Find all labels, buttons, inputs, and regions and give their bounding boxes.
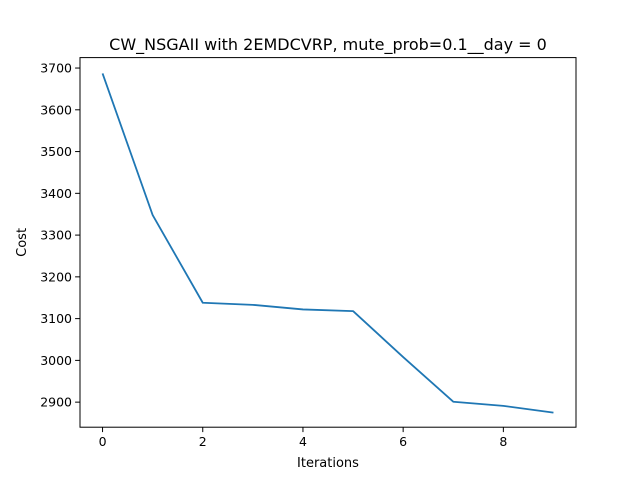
x-tick-label: 4	[299, 434, 307, 449]
y-tick-label: 3400	[40, 186, 72, 201]
y-tick-label: 3500	[40, 144, 72, 159]
axes-frame	[79, 57, 577, 428]
y-tick-label: 3700	[40, 61, 72, 76]
x-tick-label: 6	[399, 434, 407, 449]
y-tick-label: 3200	[40, 269, 72, 284]
x-tick-label: 8	[499, 434, 507, 449]
x-axis: 0 2 4 6 8	[99, 427, 507, 449]
y-tick-label: 3600	[40, 102, 72, 117]
y-tick-label: 3100	[40, 311, 72, 326]
y-tick-label: 3000	[40, 353, 72, 368]
x-tick-label: 2	[199, 434, 207, 449]
y-axis-label: Cost	[15, 228, 30, 257]
chart-title: CW_NSGAII with 2EMDCVRP, mute_prob=0.1__…	[109, 35, 547, 55]
plot-area	[79, 57, 577, 428]
series-line-1	[101, 73, 554, 414]
y-axis: 2900 3000 3100 3200 3300 3400 3500 3600 3700	[40, 61, 80, 410]
y-tick-label: 2900	[40, 395, 72, 410]
x-axis-label: Iterations	[297, 456, 359, 471]
y-tick-label: 3300	[40, 228, 72, 243]
series-layer	[101, 73, 554, 414]
x-tick-label: 0	[99, 434, 107, 449]
